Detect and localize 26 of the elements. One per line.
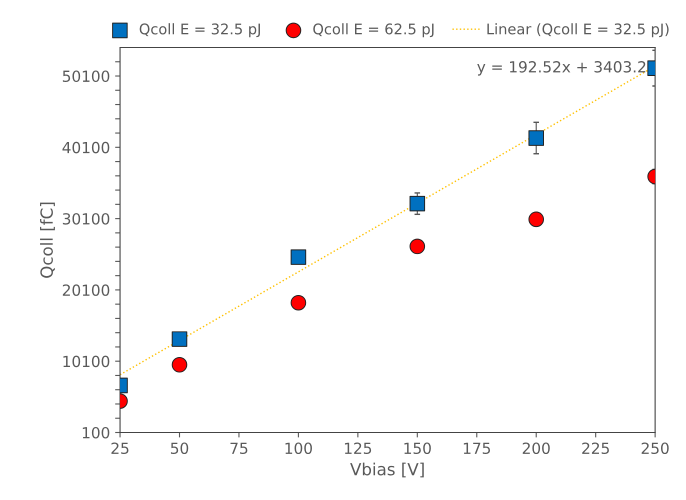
annotation: y = 192.52x + 3403.2 xyxy=(477,61,646,76)
x-axis-title: Vbias [V] xyxy=(350,462,424,478)
point xyxy=(290,249,306,265)
point xyxy=(410,238,426,254)
point xyxy=(410,196,426,212)
legend-label: Linear (Qcoll E = 32.5 pJ) xyxy=(487,23,669,38)
x-tick-label: 200 xyxy=(522,442,550,454)
y-tick-label: 10100 xyxy=(63,356,110,368)
x-tick-label: 25 xyxy=(111,442,128,454)
point xyxy=(290,294,306,311)
x-tick-label: 50 xyxy=(170,442,188,454)
x-tick-label: 75 xyxy=(230,442,248,454)
y-tick-label: 40100 xyxy=(62,142,110,154)
x-tick-label: 250 xyxy=(642,442,669,454)
x-tick-label: 125 xyxy=(344,442,372,454)
x-tick-label: 100 xyxy=(286,442,312,454)
x-tick-label: 225 xyxy=(582,442,609,454)
y-axis-title: Qcoll [fC] xyxy=(40,202,55,278)
y-tick-label: 50100 xyxy=(62,70,110,82)
y-tick-label: 20100 xyxy=(62,284,110,296)
legend-label: Qcoll E = 62.5 pJ xyxy=(313,23,434,38)
y-tick-label: 30100 xyxy=(62,213,110,225)
x-tick-label: 175 xyxy=(464,442,490,454)
y-tick-label: 100 xyxy=(82,426,110,439)
legend-label: Qcoll E = 32.5 pJ xyxy=(140,23,260,38)
x-tick-label: 150 xyxy=(404,442,431,454)
